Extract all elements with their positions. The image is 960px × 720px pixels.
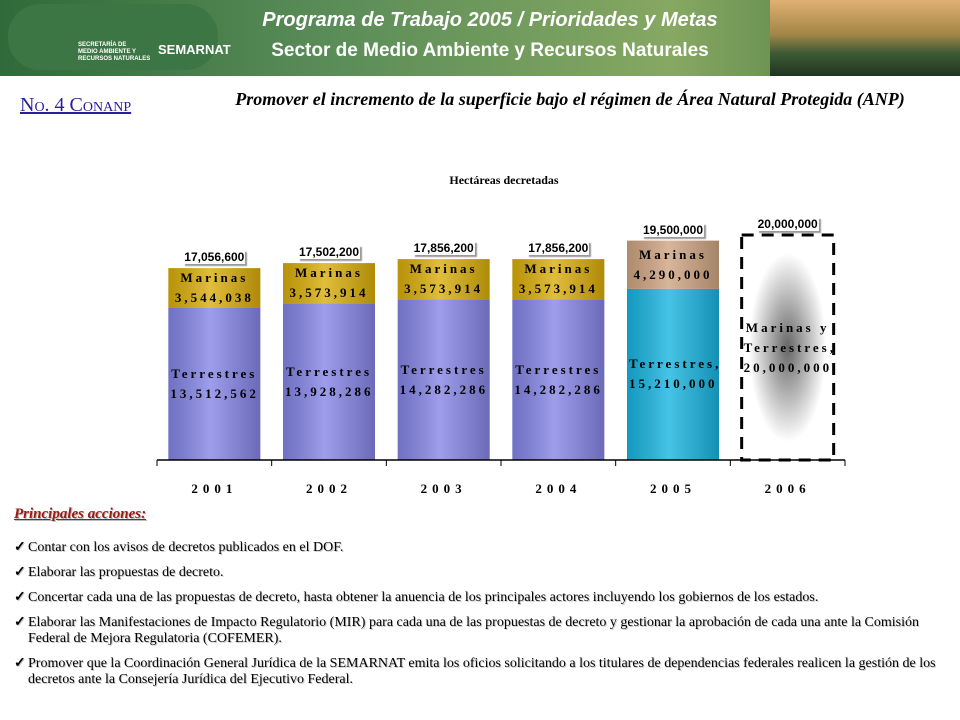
bar-shade (627, 240, 719, 289)
segment-label: Marinas 3,544,038 (174, 270, 254, 306)
actions-title: Principales acciones: (14, 506, 147, 522)
segment-label: Terrestres 14,282,286 (514, 361, 603, 397)
action-item: Promover que la Coordinación General Jur… (14, 656, 944, 688)
segment-label: Terrestres, 15,210,000 (629, 356, 722, 392)
total-label: 20,000,000 (756, 217, 819, 231)
logo-text: RECURSOS NATURALES (78, 56, 151, 62)
x-tick-label: 2002 (306, 481, 352, 496)
total-label: 17,502,200 (297, 245, 361, 260)
header-subtitle: Sector de Medio Ambiente y Recursos Natu… (271, 40, 709, 61)
x-tick-label: 2005 (650, 481, 696, 496)
bar-shade (397, 299, 490, 460)
bar-shade (627, 288, 719, 460)
logo: SECRETARÍA DE MEDIO AMBIENTE Y RECURSOS … (8, 4, 231, 70)
logo-text: MEDIO AMBIENTE Y (78, 49, 137, 55)
landscape (770, 0, 960, 76)
total-label: 17,056,600 (183, 250, 246, 265)
segment-label: Marinas 3,573,914 (289, 265, 369, 301)
chart-title: Hectáreas decretadas (449, 173, 559, 187)
actions-list: Contar con los avisos de decretos public… (14, 540, 944, 697)
logo-text: SECRETARÍA DE (78, 42, 127, 48)
x-tick-label: 2003 (421, 481, 467, 496)
segment-label: Marinas 3,573,914 (518, 261, 598, 297)
bar-shade (397, 259, 490, 300)
bar-shade (512, 299, 605, 460)
x-tick-label: 2006 (765, 481, 811, 496)
total-label: 17,856,200 (527, 241, 590, 256)
segment-label: Terrestres 13,928,286 (285, 363, 374, 399)
total-label: 19,500,000 (641, 222, 705, 237)
x-tick-label: 2001 (191, 481, 237, 496)
slide-number: No. 4 Conanp (20, 94, 132, 116)
heading: Promover el incremento de la superficie … (235, 89, 905, 109)
bar-shade (168, 268, 261, 308)
bar-shade (168, 307, 261, 460)
segment-label: Marinas 4,290,000 (633, 246, 713, 282)
action-item: Contar con los avisos de decretos public… (14, 540, 944, 556)
bar-segment (740, 233, 836, 462)
total-label: 17,856,200 (412, 241, 475, 256)
bar-shade (512, 259, 605, 300)
x-tick-label: 2004 (535, 481, 581, 496)
segment-label: Terrestres 14,282,286 (399, 361, 489, 397)
logo-brand: SEMARNAT (158, 42, 231, 57)
segment-label: Terrestres 13,512,562 (170, 365, 259, 401)
bar-shade (283, 263, 375, 304)
header-title: Programa de Trabajo 2005 / Prioridades y… (262, 9, 718, 31)
bar-shade (283, 303, 375, 460)
segment-label: Marinas 3,573,914 (404, 261, 484, 297)
action-item: Concertar cada una de las propuestas de … (14, 590, 944, 606)
action-item: Elaborar las propuestas de decreto. (14, 565, 944, 581)
action-item: Elaborar las Manifestaciones de Impacto … (14, 615, 944, 647)
segment-label: Marinas y Terrestres, 20,000,000 (743, 319, 836, 375)
